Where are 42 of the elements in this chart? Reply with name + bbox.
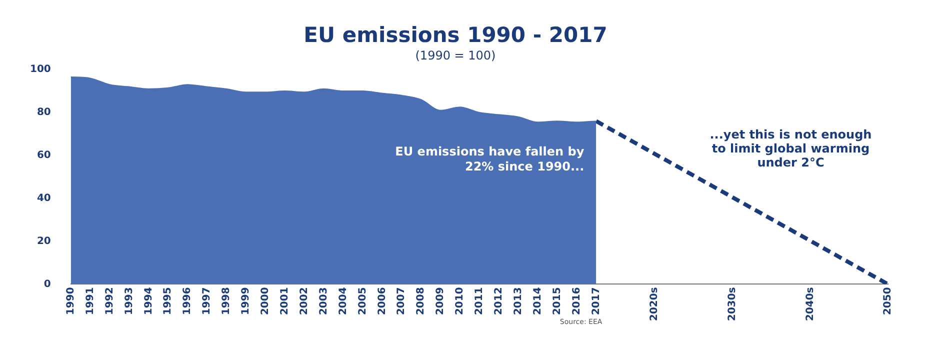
x-tick-label: 1998 [221, 287, 232, 316]
x-tick-label: 1995 [162, 287, 174, 316]
x-tick-label: 2002 [298, 287, 310, 316]
x-tick-label: 2008 [416, 287, 427, 316]
x-tick-label: 2030s [726, 287, 738, 322]
y-tick-label: 20 [36, 236, 51, 247]
x-tick-label: 1996 [182, 287, 194, 316]
x-tick-label: 2014 [532, 287, 544, 316]
x-tick-label: 2001 [279, 287, 290, 316]
x-tick-label: 2011 [474, 287, 486, 316]
y-tick-label: 0 [44, 278, 51, 290]
x-tick-label: 2015 [552, 287, 563, 316]
x-tick-label: 2050 [882, 287, 894, 316]
x-tick-label: 2004 [338, 287, 349, 316]
y-tick-label: 80 [36, 107, 51, 118]
x-tick-label: 1999 [240, 287, 252, 316]
x-tick-label: 2007 [396, 287, 408, 316]
x-tick-label: 1990 [65, 287, 76, 316]
x-tick-label: 2040s [804, 287, 816, 322]
x-tick-label: 1991 [84, 287, 96, 316]
x-tick-label: 2000 [260, 287, 272, 316]
x-tick-label: 2003 [318, 287, 330, 316]
y-tick-label: 40 [36, 192, 51, 204]
y-tick-label: 60 [36, 150, 51, 162]
x-tick-label: 2020s [649, 287, 660, 322]
x-tick-label: 2009 [435, 287, 446, 316]
annotation: ...yet this is not enough to limit global warming under 2°C [710, 127, 872, 170]
x-tick-label: 2012 [493, 287, 504, 316]
x-tick-label: 2005 [357, 287, 368, 316]
x-tick-label: 2016 [571, 287, 582, 316]
annotation: EU emissions have fallen by 22% since 1990... [395, 144, 584, 174]
chart-subtitle: (1990 = 100) [415, 48, 496, 63]
x-tick-label: 1994 [143, 287, 154, 316]
x-tick-label: 2006 [376, 287, 388, 316]
x-tick-label: 1997 [202, 287, 213, 316]
chart-title: EU emissions 1990 - 2017 [304, 23, 608, 48]
x-tick-label: 1993 [124, 287, 135, 316]
x-tick-label: 1992 [104, 287, 116, 316]
y-tick-label: 100 [30, 64, 51, 76]
x-tick-label: 2010 [454, 287, 466, 316]
x-tick-label: 2017 [590, 287, 602, 316]
x-tick-label: 2013 [512, 287, 524, 316]
